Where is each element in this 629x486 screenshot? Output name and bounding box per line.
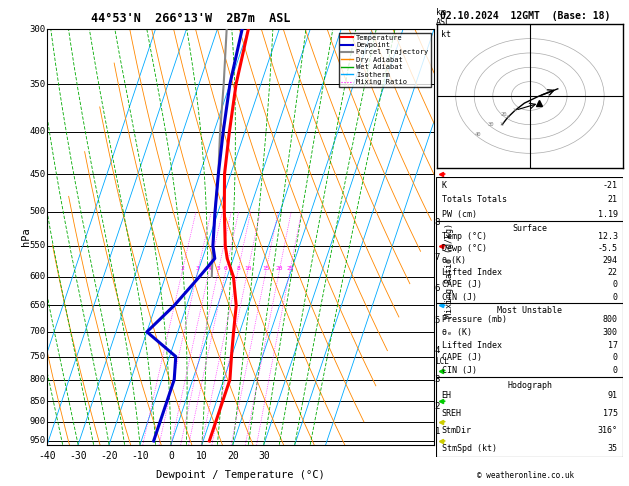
Text: © weatheronline.co.uk: © weatheronline.co.uk [477, 471, 574, 480]
Text: -20: -20 [100, 451, 118, 461]
Text: 950: 950 [29, 436, 45, 446]
Text: 400: 400 [29, 127, 45, 137]
Text: θₑ(K): θₑ(K) [442, 256, 467, 265]
Text: 800: 800 [603, 315, 618, 324]
Text: 0: 0 [613, 280, 618, 290]
Text: 3: 3 [196, 266, 199, 271]
Text: -5.5: -5.5 [598, 244, 618, 253]
Text: 2: 2 [181, 266, 184, 271]
Text: hPa: hPa [21, 227, 31, 246]
Text: 0: 0 [613, 353, 618, 363]
Text: 7: 7 [435, 253, 440, 261]
Text: CAPE (J): CAPE (J) [442, 353, 482, 363]
Text: Lifted Index: Lifted Index [442, 268, 501, 278]
Text: Most Unstable: Most Unstable [497, 307, 562, 315]
Text: 650: 650 [29, 301, 45, 310]
Text: CIN (J): CIN (J) [442, 293, 477, 302]
Text: PW (cm): PW (cm) [442, 209, 477, 219]
Text: 350: 350 [29, 80, 45, 89]
Text: 30: 30 [487, 122, 494, 127]
Text: -40: -40 [38, 451, 56, 461]
Text: 40: 40 [475, 132, 481, 137]
Text: 300: 300 [29, 25, 45, 34]
Text: Dewp (°C): Dewp (°C) [442, 244, 486, 253]
Text: Lifted Index: Lifted Index [442, 341, 501, 349]
Text: CAPE (J): CAPE (J) [442, 280, 482, 290]
Text: Hodograph: Hodograph [507, 381, 552, 390]
Legend: Temperature, Dewpoint, Parcel Trajectory, Dry Adiabat, Wet Adiabat, Isotherm, Mi: Temperature, Dewpoint, Parcel Trajectory… [339, 33, 430, 87]
Text: 15: 15 [262, 266, 270, 271]
Text: θₑ (K): θₑ (K) [442, 328, 472, 337]
Text: 21: 21 [608, 195, 618, 204]
Text: 10: 10 [196, 451, 208, 461]
Text: Totals Totals: Totals Totals [442, 195, 506, 204]
Text: 300: 300 [603, 328, 618, 337]
Text: ×: × [500, 122, 504, 128]
Text: 850: 850 [29, 397, 45, 406]
Text: ×: × [506, 115, 509, 121]
Text: 900: 900 [29, 417, 45, 426]
Text: 0: 0 [613, 366, 618, 375]
Text: 10: 10 [244, 266, 252, 271]
Text: kt: kt [441, 30, 451, 39]
Text: 450: 450 [29, 170, 45, 178]
Text: 8: 8 [435, 218, 440, 227]
Text: StmDir: StmDir [442, 426, 472, 435]
Text: 35: 35 [608, 444, 618, 452]
Text: -21: -21 [603, 181, 618, 190]
Text: Pressure (mb): Pressure (mb) [442, 315, 506, 324]
Text: Temp (°C): Temp (°C) [442, 232, 486, 241]
Text: 4: 4 [435, 346, 440, 355]
Text: 25: 25 [286, 266, 294, 271]
Text: Dewpoint / Temperature (°C): Dewpoint / Temperature (°C) [156, 469, 325, 480]
Text: 6: 6 [435, 284, 440, 293]
Text: 4: 4 [208, 266, 211, 271]
Text: StmSpd (kt): StmSpd (kt) [442, 444, 496, 452]
Text: 700: 700 [29, 328, 45, 336]
Text: SREH: SREH [442, 409, 462, 417]
Text: 750: 750 [29, 352, 45, 361]
Text: EH: EH [442, 391, 452, 400]
Text: -10: -10 [131, 451, 149, 461]
Text: ×: × [513, 107, 517, 113]
Text: 5: 5 [216, 266, 220, 271]
Text: Surface: Surface [512, 224, 547, 233]
Text: 550: 550 [29, 241, 45, 250]
Text: km
ASL: km ASL [436, 8, 451, 27]
Text: 8: 8 [236, 266, 240, 271]
Text: K: K [442, 181, 447, 190]
Text: 30: 30 [258, 451, 270, 461]
Text: 600: 600 [29, 272, 45, 281]
Text: Mixing Ratio (g/kg): Mixing Ratio (g/kg) [445, 223, 454, 318]
Text: 0: 0 [613, 293, 618, 302]
Text: 20: 20 [227, 451, 239, 461]
Text: 17: 17 [608, 341, 618, 349]
Text: 20: 20 [501, 112, 507, 117]
Text: 800: 800 [29, 375, 45, 384]
Text: LCL: LCL [435, 357, 448, 366]
Text: 44°53'N  266°13'W  2B7m  ASL: 44°53'N 266°13'W 2B7m ASL [91, 12, 290, 25]
Text: 5: 5 [435, 316, 440, 325]
Text: 1.19: 1.19 [598, 209, 618, 219]
Text: 0: 0 [168, 451, 174, 461]
Text: 3: 3 [435, 375, 440, 384]
Text: 91: 91 [608, 391, 618, 400]
Text: 500: 500 [29, 207, 45, 216]
Text: 6: 6 [224, 266, 228, 271]
Text: 02.10.2024  12GMT  (Base: 18): 02.10.2024 12GMT (Base: 18) [440, 11, 610, 21]
Text: 316°: 316° [598, 426, 618, 435]
Text: 1: 1 [435, 427, 440, 436]
Text: 12.3: 12.3 [598, 232, 618, 241]
Text: 2: 2 [435, 402, 440, 411]
Text: 22: 22 [608, 268, 618, 278]
Text: 20: 20 [276, 266, 283, 271]
Text: 175: 175 [603, 409, 618, 417]
Text: CIN (J): CIN (J) [442, 366, 477, 375]
Text: 294: 294 [603, 256, 618, 265]
Text: -30: -30 [69, 451, 87, 461]
